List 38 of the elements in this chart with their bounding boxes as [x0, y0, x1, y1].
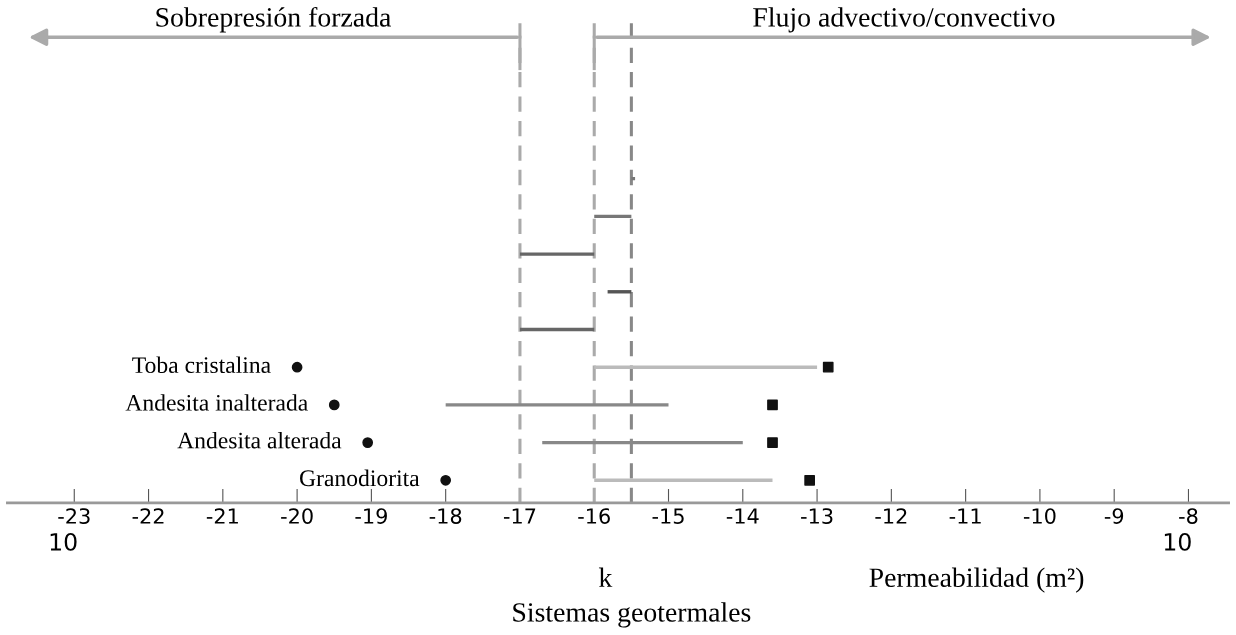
- x-tick-label: -14: [726, 508, 759, 524]
- point: [822, 361, 834, 373]
- x-tick-label: -12: [875, 508, 907, 524]
- x-tick-label: -16: [578, 508, 610, 524]
- y-tick-label: Andesita inalterada: [125, 394, 308, 411]
- point: [328, 399, 340, 411]
- x-tick-label: -19: [355, 508, 387, 524]
- x-tick-label: -9: [1104, 508, 1124, 524]
- text: Flujo advectivo/convectivo: [753, 7, 1055, 33]
- x-tick-label: -18: [429, 508, 462, 524]
- x-tick-label: -23: [58, 508, 90, 524]
- bar: [631, 176, 636, 181]
- text: 10: [50, 532, 77, 551]
- text: Sistemas geotermales: [513, 602, 751, 628]
- y-tick-label: Andesita alterada: [177, 431, 342, 449]
- x-tick-label: -10: [1023, 508, 1056, 524]
- point: [362, 437, 374, 448]
- x-tick-label: -22: [132, 508, 164, 524]
- x-axis-title: Permeabilidad (m²): [869, 567, 1084, 593]
- x-tick-label: -17: [503, 508, 536, 524]
- x-tick-label: -13: [801, 508, 833, 524]
- x-tick-label: -21: [206, 508, 238, 524]
- point: [440, 474, 452, 486]
- point: [291, 361, 303, 373]
- x-tick-label: -15: [652, 508, 684, 524]
- text: 10: [1164, 532, 1191, 551]
- ref-line-label: k: [598, 567, 613, 587]
- point: [804, 474, 815, 486]
- text: Sobrepresión forzada: [156, 6, 391, 33]
- point: [767, 437, 778, 448]
- y-tick-label: Granodiorita: [300, 469, 420, 487]
- point: [767, 399, 778, 411]
- x-tick-label: -20: [281, 508, 313, 524]
- y-tick-label: Toba cristalina: [132, 356, 271, 374]
- x-tick-label: -11: [949, 508, 981, 524]
- x-tick-label: -8: [1179, 508, 1198, 524]
- bar: [519, 252, 595, 256]
- bar: [594, 365, 818, 369]
